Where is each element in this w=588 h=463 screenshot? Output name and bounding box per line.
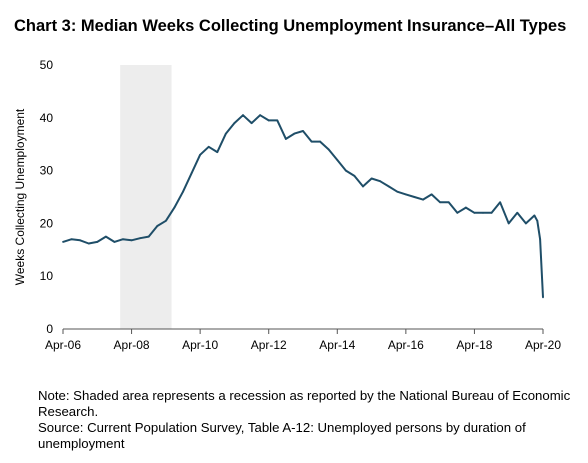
data-point xyxy=(396,190,399,193)
data-point xyxy=(413,196,416,198)
data-point xyxy=(62,240,64,243)
data-point xyxy=(130,239,133,242)
data-point xyxy=(242,114,244,117)
note-text: Note: Shaded area represents a recession… xyxy=(38,388,571,419)
x-tick-label: Apr-14 xyxy=(319,338,355,352)
data-point xyxy=(87,242,90,245)
x-tick-label: Apr-20 xyxy=(525,338,561,352)
y-axis-label: Weeks Collecting Unemployment xyxy=(13,108,27,285)
data-point xyxy=(404,193,407,196)
data-point xyxy=(224,132,227,135)
data-point xyxy=(302,130,304,132)
data-point xyxy=(490,211,493,214)
y-tick-label: 40 xyxy=(40,111,54,125)
data-point xyxy=(139,237,142,240)
data-point xyxy=(516,211,519,214)
chart-notes: Note: Shaded area represents a recession… xyxy=(38,388,578,452)
data-point xyxy=(207,145,210,148)
source-text: Source: Current Population Survey, Table… xyxy=(38,420,526,451)
data-point xyxy=(327,148,330,151)
y-tick-label: 20 xyxy=(40,216,54,230)
data-point xyxy=(507,222,510,225)
data-point xyxy=(122,238,124,241)
x-tick-label: Apr-12 xyxy=(251,338,287,352)
data-point xyxy=(379,180,382,183)
data-point xyxy=(147,235,150,238)
data-point xyxy=(422,198,424,201)
data-point xyxy=(250,122,253,124)
y-tick-label: 50 xyxy=(40,58,54,72)
x-tick-label: Apr-10 xyxy=(182,338,218,352)
data-point xyxy=(156,225,159,227)
data-point xyxy=(293,132,296,135)
y-tick-label: 30 xyxy=(40,164,54,178)
data-point xyxy=(536,219,539,222)
recession-shade xyxy=(120,65,172,329)
data-point xyxy=(190,172,193,175)
x-tick-label: Apr-16 xyxy=(388,338,424,352)
data-point xyxy=(284,138,287,140)
data-point xyxy=(464,206,467,209)
data-point xyxy=(456,211,459,214)
data-point xyxy=(310,140,313,143)
data-point xyxy=(336,159,339,161)
x-tick-label: Apr-06 xyxy=(45,338,81,352)
data-point xyxy=(447,201,450,204)
data-point xyxy=(533,214,536,217)
data-point xyxy=(267,119,270,122)
data-point xyxy=(499,201,502,204)
data-point xyxy=(430,193,433,196)
data-point xyxy=(164,219,167,222)
data-point xyxy=(482,211,484,214)
data-point xyxy=(216,151,219,154)
data-point xyxy=(96,240,99,243)
data-point xyxy=(524,222,527,225)
data-point xyxy=(344,169,347,172)
data-point xyxy=(319,140,322,143)
data-point xyxy=(259,114,262,117)
x-tick-label: Apr-18 xyxy=(456,338,492,352)
data-point xyxy=(387,185,390,188)
y-tick-label: 10 xyxy=(40,269,54,283)
data-point xyxy=(182,190,184,193)
data-point xyxy=(353,174,356,177)
data-point xyxy=(233,122,236,124)
unemployment-line-chart: 0 10 20 30 40 50 Apr-06 Apr-08 Apr-10 Apr-12 Apr-1… xyxy=(13,58,561,352)
data-point xyxy=(362,185,364,188)
data-point xyxy=(542,296,544,299)
x-tick-label: Apr-08 xyxy=(114,338,150,352)
data-point xyxy=(104,235,107,238)
y-tick-label: 0 xyxy=(46,322,53,336)
data-point xyxy=(439,201,442,204)
data-point xyxy=(70,238,73,241)
chart-title: Chart 3: Median Weeks Collecting Unemplo… xyxy=(14,17,567,35)
data-point xyxy=(173,206,176,209)
data-point xyxy=(276,119,279,122)
data-point xyxy=(199,153,202,156)
data-point xyxy=(473,211,476,214)
data-point xyxy=(79,239,82,242)
data-point xyxy=(539,238,542,241)
data-point xyxy=(370,177,373,180)
data-point xyxy=(113,240,116,243)
